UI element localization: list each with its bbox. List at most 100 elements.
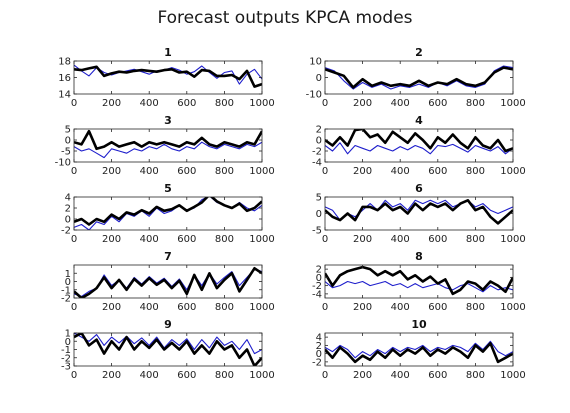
- x-tick-label: 600: [177, 234, 196, 245]
- x-tick-label: 1000: [500, 234, 525, 245]
- subplot-3: 30 200 400 600 800 1000-10-505: [55, 114, 275, 177]
- figure-title: Forecast outputs KPCA modes: [157, 8, 412, 28]
- subplot-title: 5: [164, 182, 172, 195]
- subplot-title: 9: [164, 318, 172, 331]
- y-tick-label: 1: [65, 329, 71, 340]
- x-tick-label: 200: [353, 234, 372, 245]
- y-tick-label: 0: [316, 73, 322, 84]
- subplot-title: 8: [415, 250, 423, 263]
- series-line-blue: [325, 340, 513, 359]
- x-tick-label: 800: [466, 234, 485, 245]
- subplot-title: 10: [411, 318, 427, 331]
- x-tick-label: 800: [215, 302, 234, 313]
- y-tick-label: -2: [312, 281, 322, 292]
- x-tick-label: 600: [177, 166, 196, 177]
- x-tick-label: 400: [391, 166, 410, 177]
- x-tick-label: 0: [322, 98, 328, 109]
- x-tick-label: 200: [353, 370, 372, 381]
- x-tick-label: 800: [466, 98, 485, 109]
- y-tick-label: 10: [309, 57, 322, 68]
- y-tick-label: 0: [316, 349, 322, 360]
- x-tick-label: 600: [428, 302, 447, 313]
- x-tick-label: 800: [215, 166, 234, 177]
- x-tick-label: 800: [466, 302, 485, 313]
- subplot-9: 90 200 400 600 800 1000-3-2-101: [61, 318, 275, 381]
- series-line-blue: [325, 65, 513, 90]
- series-line-black: [325, 199, 513, 225]
- y-tick-label: 2: [316, 341, 322, 352]
- x-tick-label: 0: [71, 166, 77, 177]
- x-tick-label: 400: [140, 98, 159, 109]
- series-line-black: [325, 341, 513, 364]
- subplot-title: 7: [164, 250, 172, 263]
- series-line-black: [325, 265, 513, 296]
- y-tick-label: 18: [58, 57, 71, 68]
- series-line-blue: [74, 333, 262, 355]
- subplot-title: 4: [415, 114, 423, 127]
- axes-box: [324, 128, 514, 163]
- y-tick-label: 0: [65, 337, 71, 348]
- series-line-black: [74, 129, 262, 151]
- x-tick-label: 200: [353, 302, 372, 313]
- y-tick-label: 5: [316, 193, 322, 204]
- x-tick-label: 1000: [500, 166, 525, 177]
- x-tick-label: 600: [177, 370, 196, 381]
- y-tick-label: 16: [58, 73, 71, 84]
- series-line-blue: [74, 141, 262, 159]
- axes-box: [324, 264, 514, 299]
- subplot-8: 80 200 400 600 800 1000-4-202: [312, 250, 526, 313]
- x-tick-label: 1000: [249, 98, 274, 109]
- y-tick-label: 4: [65, 193, 71, 204]
- axes-box: [73, 128, 263, 163]
- y-tick-label: 14: [58, 90, 71, 101]
- x-tick-label: 1000: [500, 302, 525, 313]
- x-tick-label: 800: [466, 370, 485, 381]
- x-tick-label: 400: [140, 370, 159, 381]
- y-tick-label: -10: [306, 90, 322, 101]
- y-tick-label: -1: [61, 285, 71, 296]
- x-tick-label: 1000: [249, 166, 274, 177]
- x-tick-label: 1000: [249, 234, 274, 245]
- y-tick-label: -4: [312, 158, 322, 169]
- x-tick-label: 200: [353, 98, 372, 109]
- subplot-title: 3: [164, 114, 172, 127]
- subplot-title: 1: [164, 46, 172, 59]
- y-tick-label: 2: [316, 265, 322, 276]
- x-tick-label: 200: [353, 166, 372, 177]
- x-tick-label: 200: [102, 302, 121, 313]
- series-line-blue: [325, 142, 513, 155]
- series-line-black: [74, 266, 262, 298]
- x-tick-label: 1000: [249, 302, 274, 313]
- x-tick-label: 0: [322, 166, 328, 177]
- y-tick-label: 0: [65, 136, 71, 147]
- y-tick-label: 0: [316, 273, 322, 284]
- x-tick-label: 400: [391, 234, 410, 245]
- subplot-6: 60 200 400 600 800 1000-505: [312, 182, 526, 245]
- y-tick-label: -2: [61, 294, 71, 305]
- x-tick-label: 400: [391, 302, 410, 313]
- x-tick-label: 600: [428, 234, 447, 245]
- x-tick-label: 200: [102, 98, 121, 109]
- series-line-black: [325, 66, 513, 89]
- x-tick-label: 1000: [500, 370, 525, 381]
- y-tick-label: -2: [61, 226, 71, 237]
- y-tick-label: -4: [312, 289, 322, 300]
- y-tick-label: 0: [316, 209, 322, 220]
- y-tick-label: 5: [65, 125, 71, 136]
- x-tick-label: 400: [391, 370, 410, 381]
- x-tick-label: 600: [428, 98, 447, 109]
- series-line-black: [74, 333, 262, 366]
- x-tick-label: 0: [322, 234, 328, 245]
- y-tick-label: -2: [312, 357, 322, 368]
- y-tick-label: 2: [65, 204, 71, 215]
- x-tick-label: 0: [71, 98, 77, 109]
- x-tick-label: 0: [322, 370, 328, 381]
- y-tick-label: 0: [65, 215, 71, 226]
- x-tick-label: 0: [71, 234, 77, 245]
- y-tick-label: -2: [312, 147, 322, 158]
- x-tick-label: 800: [215, 98, 234, 109]
